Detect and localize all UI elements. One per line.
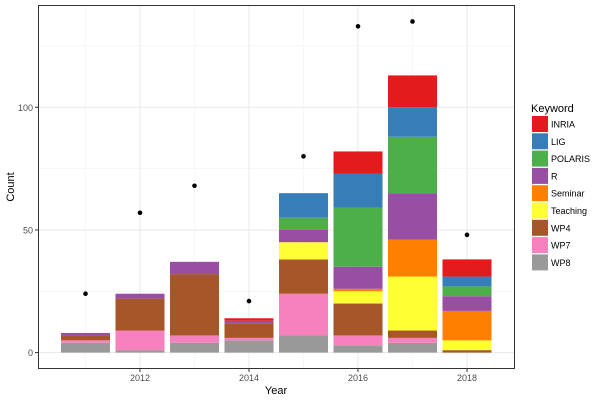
bar-polaris-2016 [333,207,383,267]
bar-inria-2017 [388,75,437,108]
legend-key-seminar [532,185,548,202]
bar-wp4-2013 [170,274,219,336]
bar-r-2011 [61,332,110,336]
bar-wp8-2014 [224,340,274,353]
y-tick-label: 0 [28,348,33,358]
bar-teaching-2015 [279,242,328,260]
point-2013 [192,183,197,189]
x-tick-label: 2012 [130,373,150,383]
point-2018 [464,232,470,238]
x-tick-label: 2016 [348,373,368,383]
panel-border [38,5,515,369]
legend-label-lig: LIG [551,137,566,147]
bar-wp8-2016 [333,345,383,353]
bar-wp8-2012 [115,350,165,353]
bar-r-2016 [333,266,383,289]
bar-polaris-2015 [279,217,328,230]
bar-lig-2016 [333,173,383,208]
x-axis-label: Year [265,385,288,397]
bar-polaris-2017 [388,136,437,194]
x-tick-label: 2014 [239,373,259,383]
legend-key-inria [532,116,548,132]
bar-wp4-2017 [388,330,437,338]
legend-key-lig [532,133,548,150]
point-2017 [410,19,415,24]
point-2011 [83,291,88,297]
bar-wp7-2017 [388,337,437,343]
bar-inria-2018 [442,259,492,277]
bar-teaching-2016 [333,291,383,304]
x-tick-label: 2018 [457,373,477,383]
bar-r-2013 [170,261,219,275]
legend-label-polaris: POLARIS [551,154,590,164]
bars [61,75,492,353]
bar-wp8-2015 [279,335,328,353]
legend-label-wp4: WP4 [551,223,571,233]
bar-wp4-2015 [279,259,328,294]
bar-wp8-2013 [170,342,219,353]
y-tick-label: 100 [18,103,33,113]
bar-wp4-2011 [61,335,110,341]
bar-teaching-2018 [442,340,492,351]
bar-r-2014 [224,320,274,324]
bar-wp8-2017 [388,342,437,353]
bar-inria-2016 [333,151,383,174]
legend-label-teaching: Teaching [551,206,587,216]
axes: 0 50 100 2012 2014 2016 2018 [18,103,477,383]
legend: Keyword INRIA LIG POLARIS R Seminar Teaching W… [531,103,590,271]
legend-label-seminar: Seminar [551,189,585,199]
bar-wp4-2018 [442,350,492,353]
legend-label-wp8: WP8 [551,258,571,268]
bar-wp7-2013 [170,335,219,343]
y-axis-label: Count [5,172,17,201]
bar-polaris-2018 [442,286,492,297]
point-2012 [137,210,143,216]
y-tick-label: 50 [23,225,33,235]
bar-r-2015 [279,229,328,243]
bar-r-2012 [115,293,165,299]
bar-wp7-2011 [61,340,110,343]
bar-r-2018 [442,296,492,311]
bar-wp7-2014 [224,337,274,341]
legend-title: Keyword [531,103,574,115]
bar-wp4-2012 [115,298,165,331]
points [83,19,470,304]
bar-lig-2018 [442,276,492,287]
bar-inria-2014 [224,318,274,321]
bar-wp7-2012 [115,330,165,351]
bar-r-2017 [388,193,437,240]
legend-key-polaris [532,150,548,167]
legend-key-wp8 [532,254,548,271]
bar-wp8-2011 [61,342,110,353]
legend-key-wp7 [532,237,548,254]
bar-wp4-2014 [224,323,274,338]
bar-teaching-2017 [388,276,437,331]
bar-wp7-2016 [333,335,383,346]
bar-lig-2017 [388,107,437,137]
bar-seminar-2016 [333,288,383,292]
legend-key-r [532,167,548,184]
legend-key-wp4 [532,219,548,236]
legend-label-wp7: WP7 [551,241,571,251]
point-2014 [246,298,252,304]
legend-label-r: R [551,171,558,181]
point-2016 [355,24,361,29]
bar-wp7-2015 [279,293,328,336]
bar-wp4-2016 [333,303,383,336]
legend-label-inria: INRIA [551,120,575,130]
legend-key-teaching [532,202,548,219]
point-2015 [301,154,306,159]
bar-lig-2015 [279,193,328,218]
bar-seminar-2018 [442,310,492,341]
bar-seminar-2017 [388,239,437,277]
